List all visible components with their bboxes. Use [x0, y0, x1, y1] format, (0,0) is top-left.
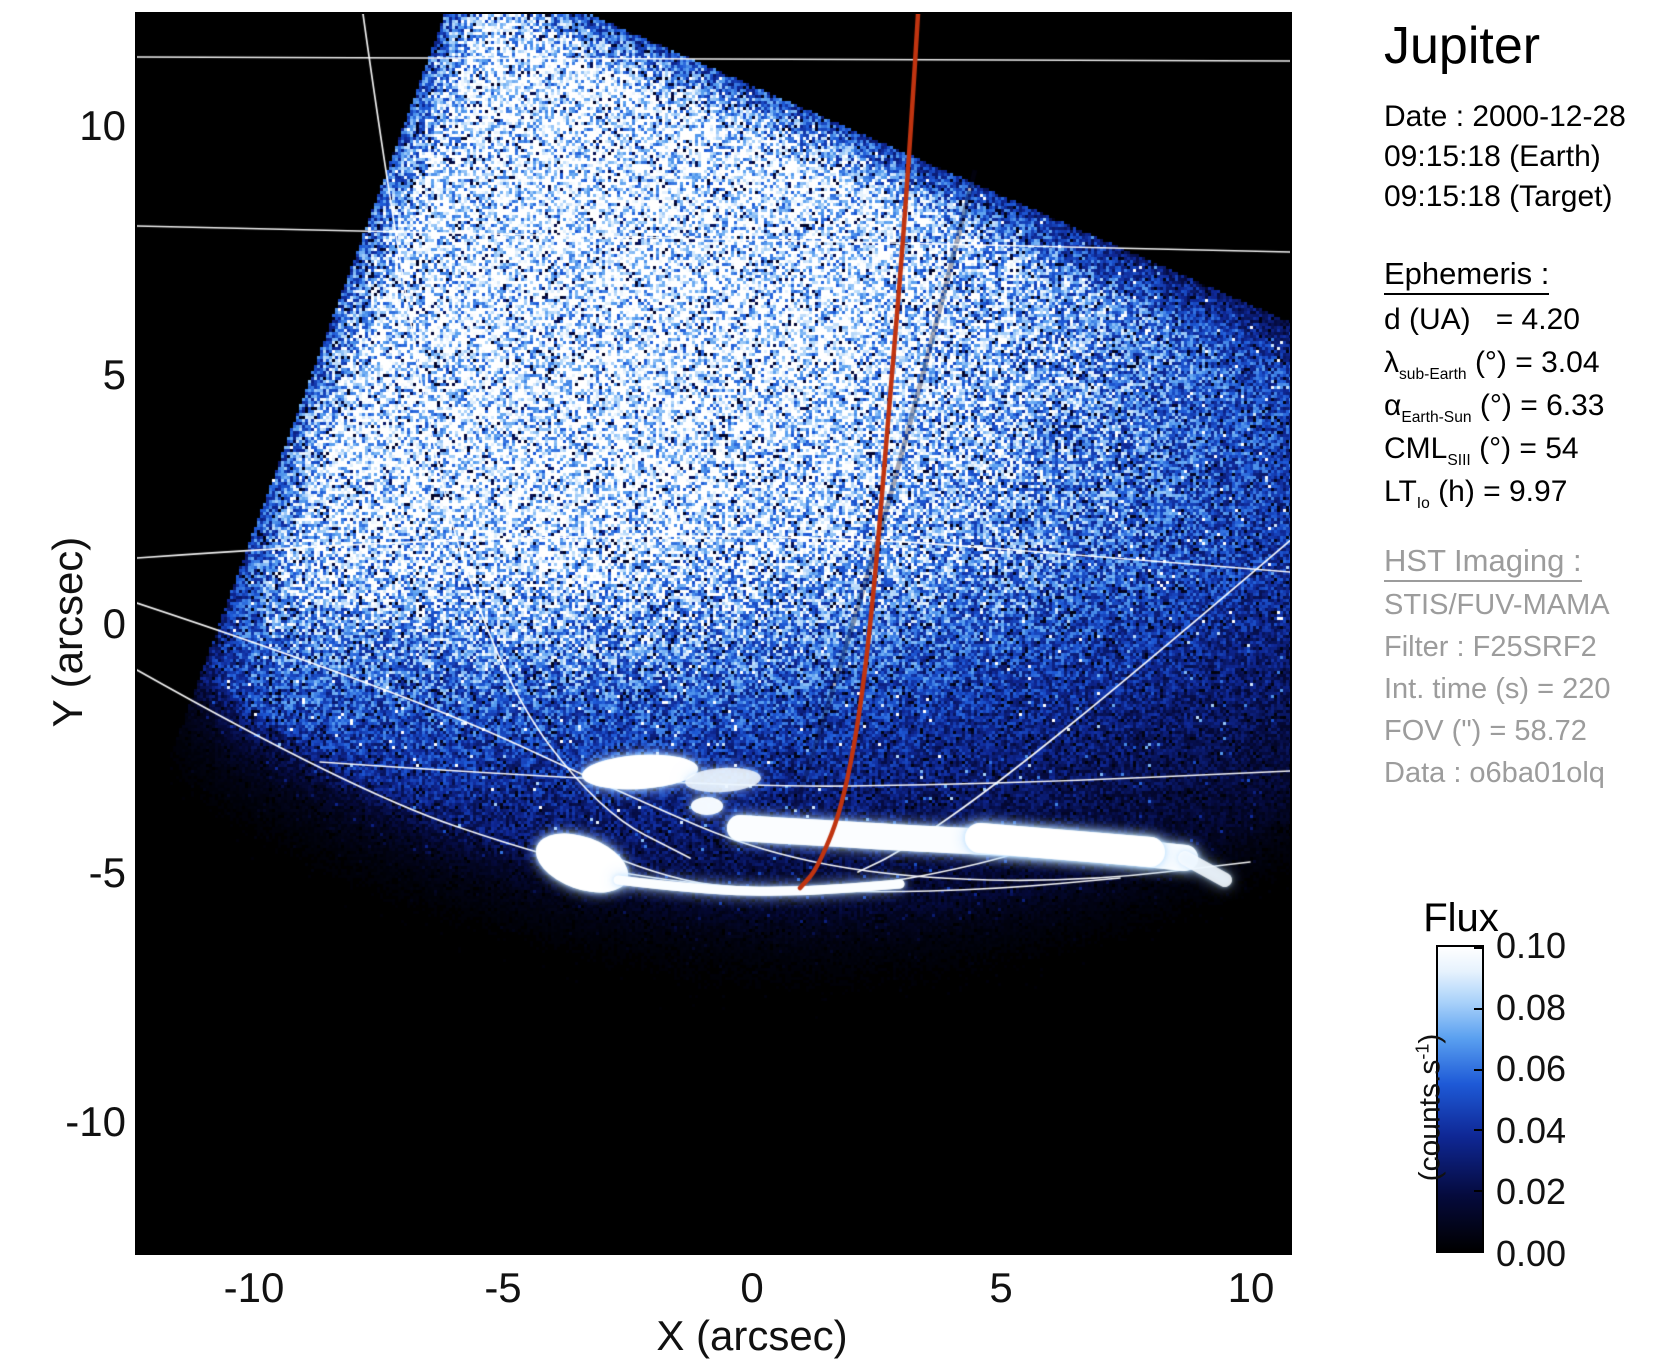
- x-tick-label: 5: [989, 1264, 1013, 1311]
- ephemeris-line-lt-io: LTIo (h) = 9.97: [1384, 475, 1568, 512]
- y-tick-label: 10: [79, 102, 126, 149]
- colorbar-tick-mark: [1474, 1251, 1482, 1253]
- ephemeris-line-lambda: λsub-Earth (°) = 3.04: [1384, 346, 1600, 383]
- colorbar-tick-mark: [1474, 1007, 1482, 1010]
- colorbar-tick-label: 0.02: [1496, 1171, 1567, 1212]
- x-tick-label: 0: [740, 1264, 764, 1311]
- colorbar: [1436, 945, 1484, 1253]
- ephemeris-heading: Ephemeris :: [1384, 256, 1550, 295]
- ephemeris-line-alpha: αEarth-Sun (°) = 6.33: [1384, 389, 1605, 426]
- colorbar-tick-label: 0.04: [1496, 1110, 1567, 1151]
- hst-int-time: Int. time (s) = 220: [1384, 673, 1611, 705]
- x-tick-label: 10: [1227, 1264, 1275, 1311]
- hst-filter: Filter : F25SRF2: [1384, 631, 1597, 663]
- colorbar-tick-label: 0.00: [1496, 1233, 1567, 1274]
- x-axis-label: X (arcsec): [656, 1312, 848, 1359]
- hst-fov: FOV (") = 58.72: [1384, 715, 1587, 747]
- plot-frame: [135, 12, 1292, 1255]
- observation-date: Date : 2000-12-28: [1384, 100, 1626, 133]
- page-title: Jupiter: [1384, 17, 1541, 75]
- y-tick-label: 0: [102, 600, 126, 647]
- x-tick-label: -5: [484, 1264, 522, 1311]
- y-tick-label: 5: [102, 351, 126, 398]
- x-tick-label: -10: [223, 1264, 285, 1311]
- observation-target-time: 09:15:18 (Target): [1384, 180, 1613, 213]
- ephemeris-line-distance: d (UA) = 4.20: [1384, 303, 1580, 336]
- y-tick-label: -10: [65, 1098, 126, 1145]
- colorbar-tick-mark: [1474, 1068, 1482, 1071]
- hst-imaging-heading: HST Imaging :: [1384, 543, 1582, 582]
- hst-instrument: STIS/FUV-MAMA: [1384, 589, 1610, 621]
- y-tick-label: -5: [88, 849, 126, 896]
- colorbar-tick-mark: [1474, 1129, 1482, 1132]
- colorbar-title: Flux: [1423, 896, 1499, 940]
- colorbar-tick-label: 0.10: [1496, 925, 1567, 966]
- ephemeris-line-cml: CMLSIII (°) = 54: [1384, 432, 1579, 469]
- colorbar-tick-label: 0.08: [1496, 987, 1567, 1028]
- colorbar-tick-mark: [1474, 1190, 1482, 1193]
- colorbar-tick-mark: [1474, 947, 1482, 949]
- hst-data-id: Data : o6ba01olq: [1384, 757, 1605, 789]
- colorbar-tick-label: 0.06: [1496, 1048, 1567, 1089]
- observation-earth-time: 09:15:18 (Earth): [1384, 140, 1601, 173]
- jupiter-fuv-image-canvas: [137, 14, 1290, 1253]
- colorbar-unit-label: (counts.s-1): [1412, 1033, 1447, 1182]
